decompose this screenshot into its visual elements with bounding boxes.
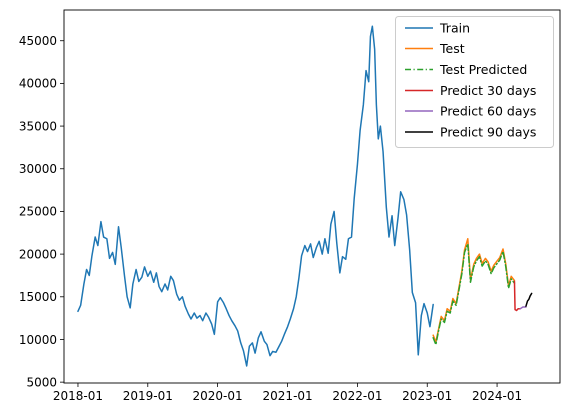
legend-item-test-predicted: Test Predicted (405, 62, 527, 77)
plot-frame (63, 9, 561, 384)
legend-label: Predict 30 days (440, 83, 536, 98)
series-line-test-predicted (432, 243, 516, 346)
x-tick-label: 2024-01 (472, 389, 522, 403)
x-tick-label: 2022-01 (332, 389, 382, 403)
series-lines (77, 25, 533, 367)
y-tick-label: 40000 (19, 77, 57, 91)
y-tick-label: 5000 (26, 375, 57, 389)
x-tick-label: 2023-01 (402, 389, 452, 403)
y-tick-label: 30000 (19, 162, 57, 176)
series-line-train (77, 25, 434, 367)
x-tick-label: 2021-01 (263, 389, 313, 403)
legend-item-test: Test (405, 41, 465, 56)
x-tick-label: 2018-01 (53, 389, 103, 403)
x-tick-label: 2019-01 (123, 389, 173, 403)
legend-item-train: Train (405, 21, 470, 36)
legend: Train Test Test Predicted Predict 30 day… (395, 16, 554, 148)
x-tick-label: 2020-01 (193, 389, 243, 403)
series-line-test (432, 238, 516, 343)
legend-label: Predict 90 days (440, 125, 536, 140)
legend-label: Train (439, 21, 470, 36)
series-line-predict-60-days (519, 306, 527, 310)
legend-label: Predict 60 days (440, 104, 536, 119)
legend-label: Test (439, 41, 465, 56)
legend-item-predict-90-days: Predict 90 days (405, 125, 536, 140)
series-line-predict-30-days (513, 280, 521, 312)
legend-label: Test Predicted (439, 62, 527, 77)
y-axis: 5000 10000 15000 20000 25000 30000 35000 40000 4… (19, 34, 64, 389)
y-tick-label: 20000 (19, 247, 57, 261)
y-tick-label: 15000 (19, 290, 57, 304)
legend-item-predict-60-days: Predict 60 days (405, 104, 536, 119)
y-tick-label: 25000 (19, 205, 57, 219)
y-tick-label: 10000 (19, 333, 57, 347)
legend-box (395, 16, 554, 148)
series-line-predict-90-days (525, 292, 533, 307)
x-axis: 2018-01 2019-01 2020-01 2021-01 2022-01 2023-… (53, 383, 522, 403)
y-tick-label: 45000 (19, 34, 57, 48)
legend-item-predict-30-days: Predict 30 days (405, 83, 536, 98)
y-tick-label: 35000 (19, 119, 57, 133)
